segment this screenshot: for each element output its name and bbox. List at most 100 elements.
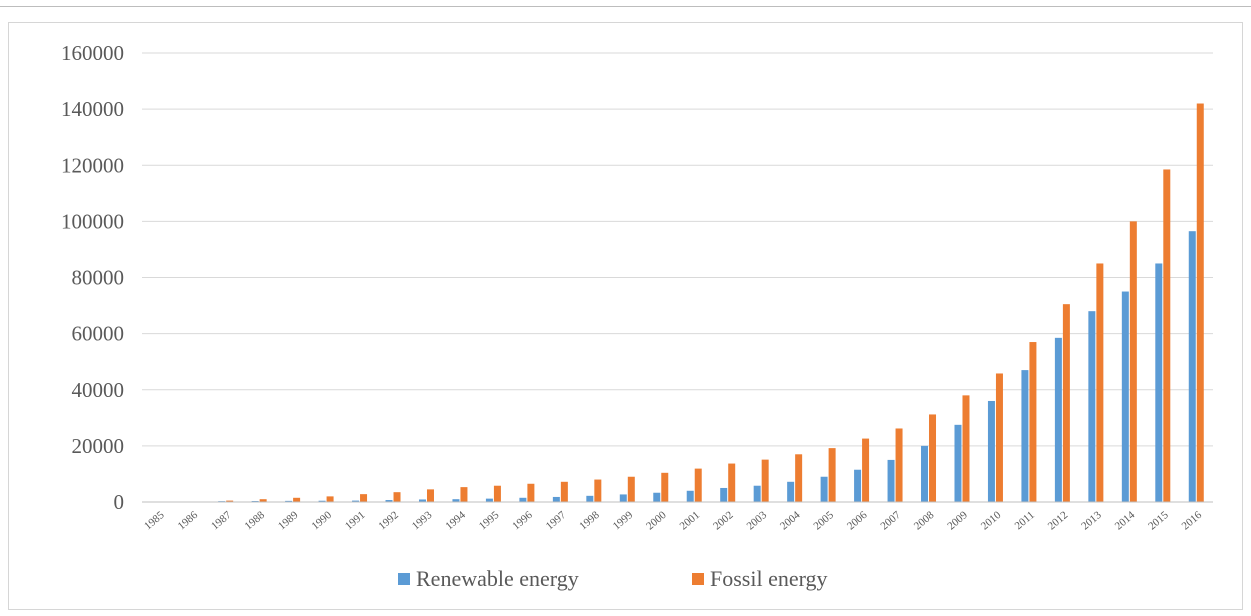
- bar-fossil-2000: [661, 472, 669, 502]
- x-tick-label: 2006: [845, 509, 870, 533]
- bar-renewable-2011: [1021, 370, 1029, 502]
- x-tick-label: 2002: [711, 509, 736, 532]
- x-tick-label: 1988: [243, 509, 268, 533]
- bar-fossil-2010: [995, 373, 1003, 502]
- bar-fossil-1987: [226, 500, 234, 502]
- bar-fossil-2016: [1196, 103, 1204, 502]
- bar-fossil-1988: [259, 499, 267, 502]
- bar-renewable-2001: [686, 490, 694, 502]
- bar-fossil-2004: [795, 454, 803, 502]
- y-tick-label: 120000: [61, 153, 124, 177]
- y-tick-label: 80000: [72, 266, 125, 290]
- bar-fossil-2001: [694, 468, 702, 502]
- x-tick-label: 2016: [1180, 509, 1205, 533]
- bar-fossil-1990: [326, 496, 334, 502]
- bar-renewable-2000: [653, 492, 661, 502]
- legend-swatch-fossil: [692, 573, 704, 585]
- bar-fossil-1993: [426, 489, 434, 502]
- x-tick-label: 2001: [678, 509, 703, 532]
- chart-frame: [8, 22, 1243, 610]
- bar-fossil-2015: [1163, 169, 1171, 502]
- bar-renewable-2016: [1188, 231, 1196, 502]
- bar-renewable-1993: [418, 499, 426, 502]
- bar-fossil-2006: [862, 438, 870, 502]
- x-tick-label: 1986: [176, 509, 201, 533]
- x-tick-label: 1994: [443, 509, 468, 533]
- bar-renewable-2006: [854, 469, 862, 502]
- bar-fossil-1996: [527, 483, 535, 502]
- bar-renewable-1997: [552, 496, 560, 502]
- bar-renewable-1999: [619, 494, 627, 502]
- x-tick-label: 2013: [1079, 509, 1104, 533]
- x-tick-label: 2015: [1146, 509, 1171, 533]
- bar-fossil-2003: [761, 459, 769, 502]
- bar-fossil-2013: [1096, 263, 1104, 502]
- bar-renewable-2010: [987, 400, 995, 502]
- bar-renewable-1996: [519, 497, 527, 502]
- bar-renewable-1994: [452, 499, 460, 502]
- top-divider: [0, 6, 1251, 7]
- legend-label-renewable: Renewable energy: [416, 566, 579, 591]
- x-tick-label: 1996: [510, 509, 535, 533]
- bar-renewable-1995: [485, 498, 493, 502]
- bar-renewable-2013: [1088, 311, 1096, 502]
- x-tick-label: 2007: [878, 509, 903, 533]
- bar-fossil-1997: [560, 481, 568, 502]
- legend-label-fossil: Fossil energy: [710, 566, 828, 591]
- bar-fossil-2014: [1129, 221, 1137, 502]
- bar-fossil-2007: [895, 428, 903, 502]
- legend-swatch-renewable: [398, 573, 410, 585]
- x-tick-label: 1992: [376, 509, 401, 532]
- x-tick-label: 1998: [577, 509, 602, 533]
- bar-fossil-1998: [594, 479, 602, 502]
- x-tick-label: 2012: [1046, 509, 1071, 532]
- bar-renewable-2002: [720, 487, 728, 502]
- bar-fossil-1995: [493, 485, 501, 502]
- bar-fossil-2002: [728, 463, 736, 502]
- bar-renewable-2012: [1054, 337, 1062, 502]
- bar-fossil-2008: [929, 414, 937, 502]
- y-tick-label: 160000: [61, 41, 124, 65]
- bar-renewable-2014: [1121, 291, 1129, 502]
- bar-fossil-1999: [627, 476, 635, 502]
- x-tick-label: 2003: [745, 509, 770, 533]
- x-tick-label: 2009: [945, 509, 970, 533]
- bar-renewable-1989: [285, 500, 293, 502]
- y-tick-label: 60000: [72, 322, 125, 346]
- bar-renewable-2005: [820, 476, 828, 502]
- bar-fossil-1992: [393, 492, 401, 502]
- x-tick-label: 1990: [309, 509, 334, 533]
- y-tick-label: 20000: [72, 434, 125, 458]
- bar-fossil-2005: [828, 448, 836, 502]
- bar-renewable-2007: [887, 459, 895, 502]
- legend: Renewable energy Fossil energy: [398, 566, 828, 591]
- x-tick-label: 2008: [912, 509, 937, 533]
- bar-renewable-2004: [787, 481, 795, 502]
- bar-fossil-2011: [1029, 342, 1037, 502]
- bar-fossil-1994: [460, 487, 468, 502]
- x-tick-label: 1987: [209, 509, 234, 533]
- bar-fossil-1989: [293, 497, 301, 502]
- bar-fossil-2009: [962, 395, 970, 502]
- x-tick-label: 1997: [544, 509, 569, 533]
- bar-renewable-2003: [753, 485, 761, 502]
- bar-renewable-1990: [318, 500, 326, 502]
- x-tick-label: 1995: [477, 509, 502, 533]
- x-tick-label: 1999: [611, 509, 636, 533]
- x-tick-label: 1985: [142, 509, 167, 533]
- bar-renewable-1991: [352, 500, 360, 502]
- x-tick-label: 2005: [811, 509, 836, 533]
- y-tick-label: 100000: [61, 209, 124, 233]
- bar-renewable-2008: [921, 445, 929, 502]
- x-tick-label: 1989: [276, 509, 301, 533]
- x-tick-label: 2000: [644, 509, 669, 533]
- x-tick-label: 2014: [1113, 509, 1138, 533]
- bar-renewable-1998: [586, 495, 594, 502]
- bar-renewable-2015: [1155, 263, 1163, 502]
- y-axis-ticks: 0 20000 40000 60000 80000 100000 120000 140000 1…: [61, 41, 124, 514]
- gridlines: [142, 52, 1213, 447]
- bars: [218, 103, 1204, 502]
- bar-fossil-2012: [1062, 304, 1070, 502]
- x-tick-label: 1993: [410, 509, 435, 533]
